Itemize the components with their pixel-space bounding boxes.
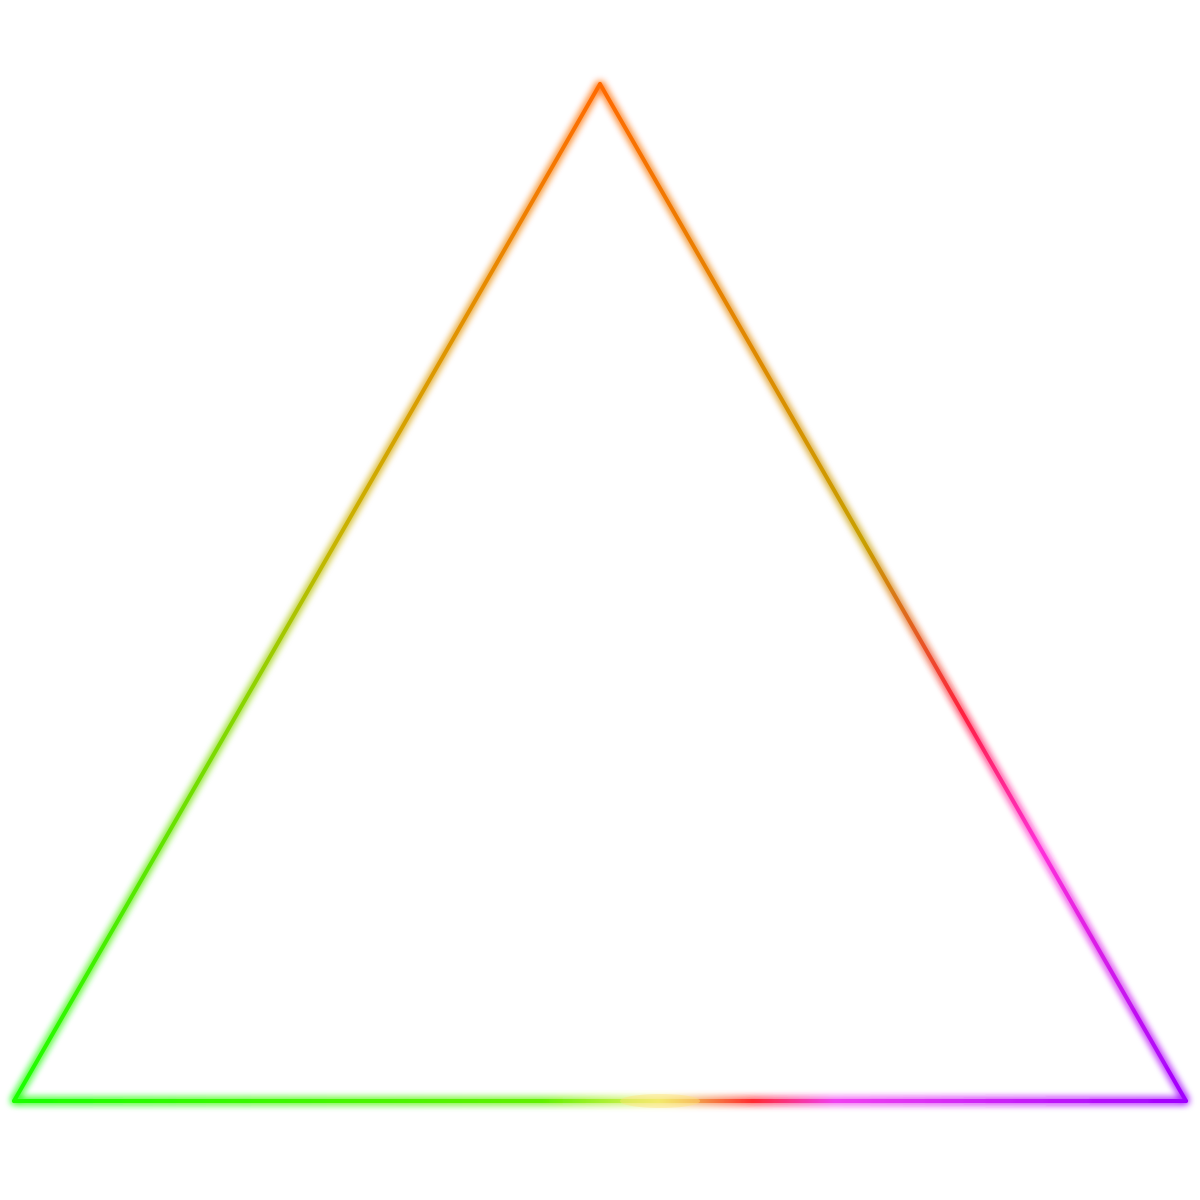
triangle-left-edge bbox=[12, 82, 602, 1103]
triangle-outline bbox=[12, 82, 1188, 1103]
triangle-right-edge bbox=[598, 82, 1188, 1103]
bottom-seam-highlight bbox=[620, 1094, 700, 1108]
